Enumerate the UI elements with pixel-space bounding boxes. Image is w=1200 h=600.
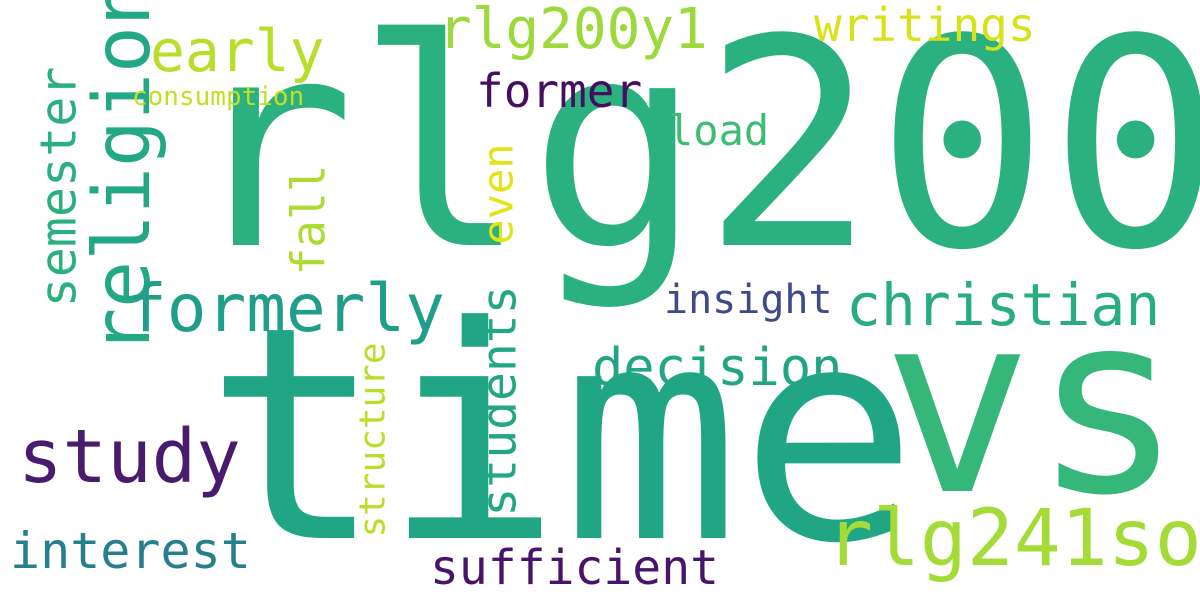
word-sufficient: sufficient — [430, 540, 719, 596]
word-even: even — [473, 143, 523, 245]
word-rlg200: rlg200 — [182, 0, 1200, 313]
word-rlg241so: rlg241so — [826, 494, 1200, 584]
word-fall: fall — [281, 164, 336, 276]
word-study: study — [18, 414, 241, 500]
word-decision: decision — [592, 338, 843, 398]
word-vs: vs — [882, 259, 1184, 550]
word-christian: christian — [846, 271, 1161, 339]
word-writings: writings — [814, 0, 1036, 52]
word-formerly: formerly — [127, 270, 445, 347]
word-consumption: consumption — [132, 82, 305, 112]
word-insight: insight — [664, 277, 833, 323]
word-load: load — [668, 106, 770, 155]
word-semester: semester — [29, 66, 88, 308]
word-early: early — [150, 17, 325, 85]
word-time: time — [205, 263, 918, 600]
word-former: former — [476, 64, 643, 118]
word-structure: structure — [352, 342, 394, 538]
word-rlg200y1: rlg200y1 — [438, 0, 708, 62]
word-students: students — [471, 285, 528, 517]
word-interest: interest — [10, 522, 251, 580]
